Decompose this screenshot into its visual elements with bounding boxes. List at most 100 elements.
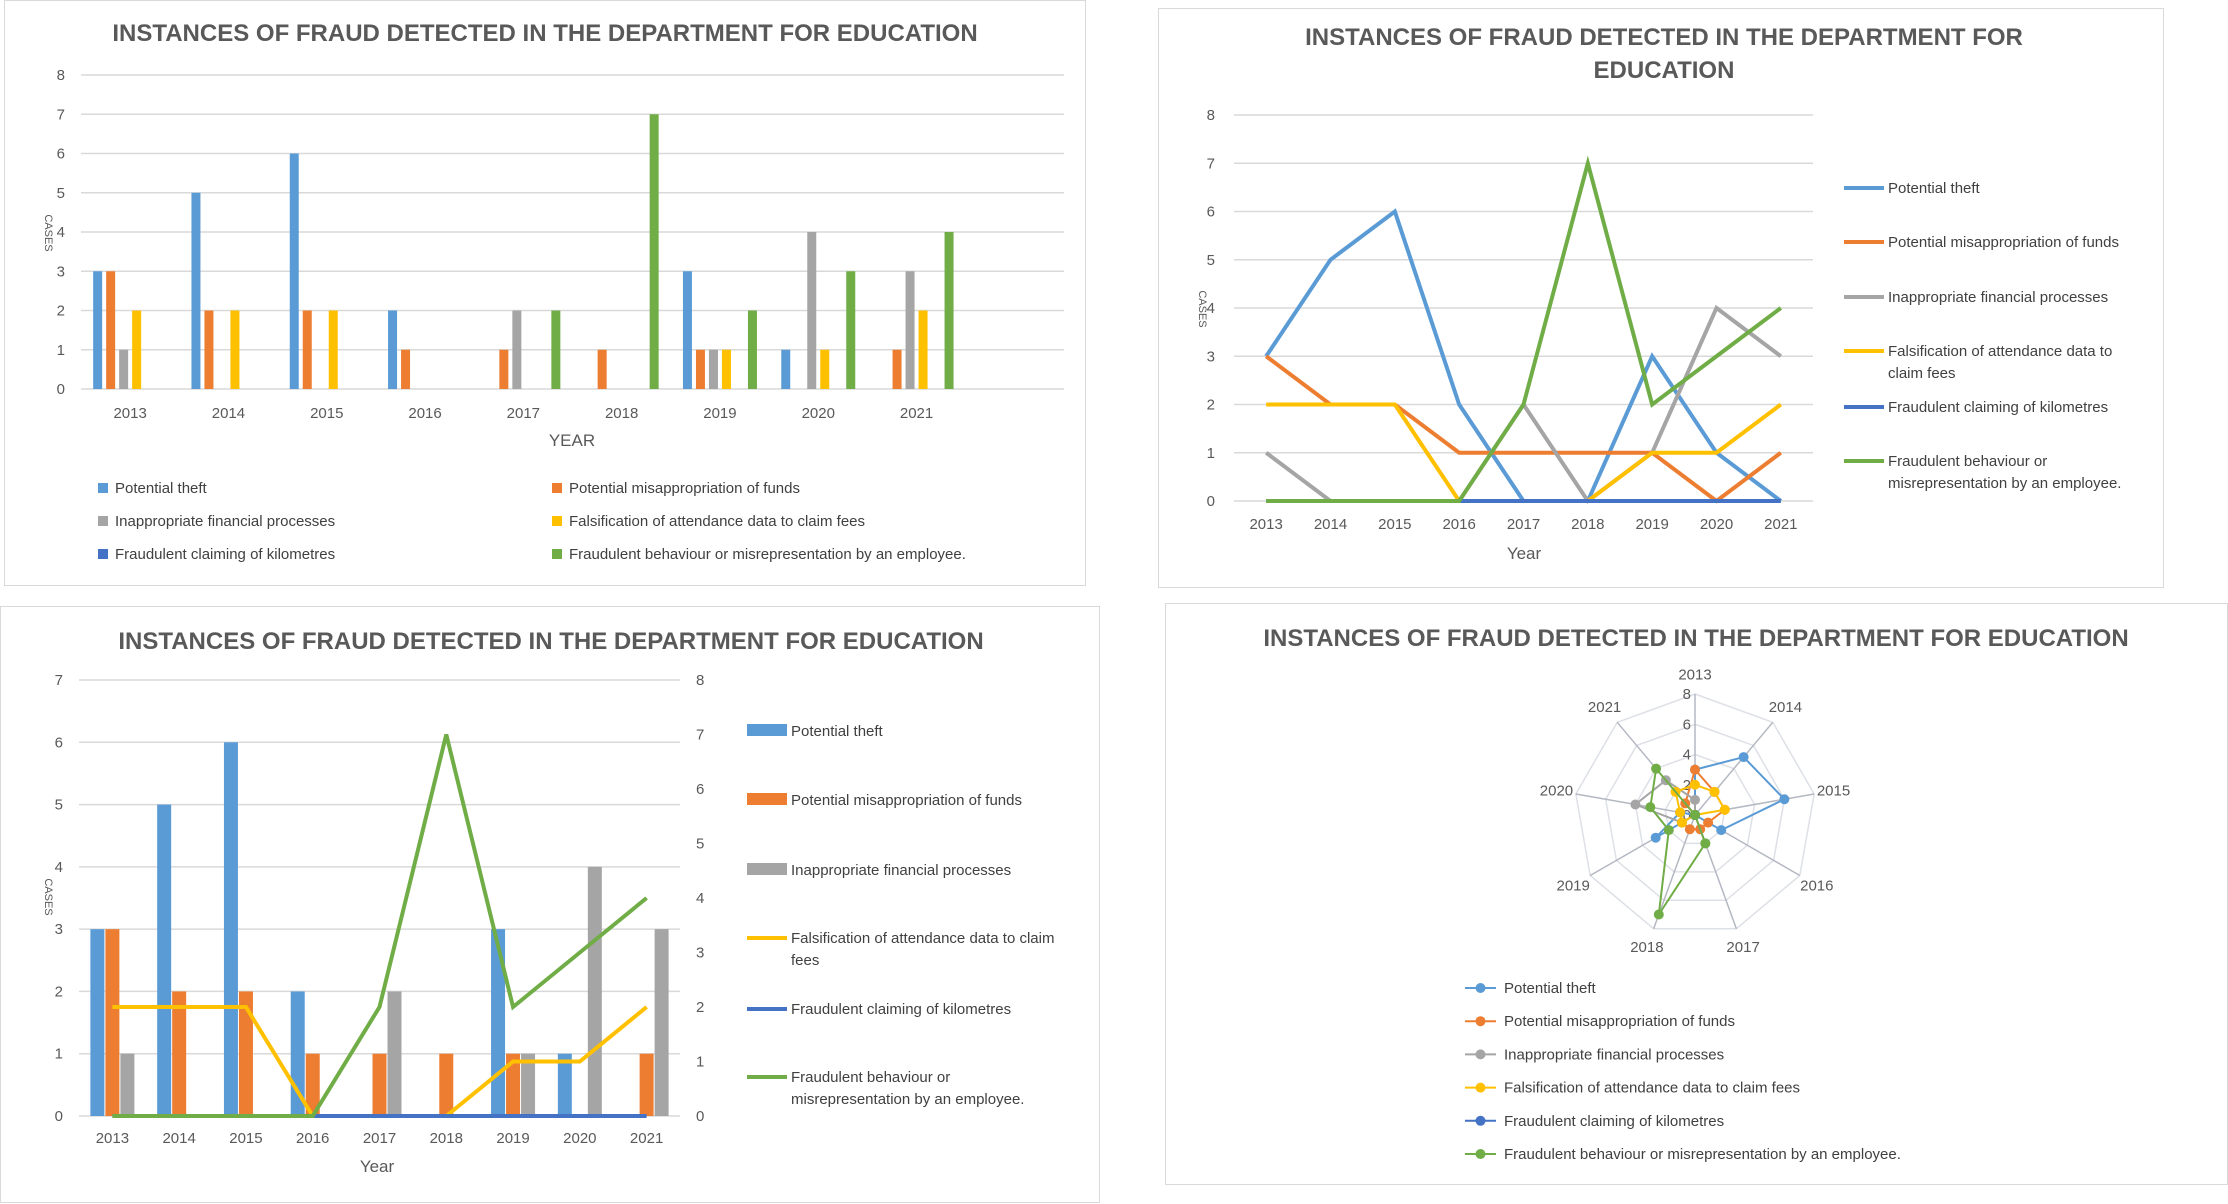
x-tick: 2013 bbox=[96, 1130, 129, 1147]
bar-3 bbox=[721, 349, 731, 389]
bar-1 bbox=[892, 349, 902, 389]
bar-2 bbox=[512, 310, 522, 389]
bar-5 bbox=[649, 114, 659, 389]
bar-0 bbox=[93, 271, 103, 389]
bar-2 bbox=[120, 1053, 135, 1116]
radar-ring bbox=[1604, 723, 1786, 902]
chart-title: INSTANCES OF FRAUD DETECTED IN THE DEPAR… bbox=[1305, 24, 2023, 51]
bar-2 bbox=[521, 1053, 536, 1116]
category-label: 2019 bbox=[1556, 877, 1589, 894]
bar-0 bbox=[90, 929, 105, 1116]
radar-point-5 bbox=[1651, 763, 1662, 774]
radar-point-2 bbox=[1690, 794, 1700, 805]
bar-chart-panel: INSTANCES OF FRAUD DETECTED IN THE DEPAR… bbox=[4, 0, 1086, 586]
r-tick: 6 bbox=[1683, 716, 1691, 733]
radar-point-5 bbox=[1653, 909, 1664, 920]
bar-1 bbox=[372, 1053, 387, 1116]
bar-1 bbox=[106, 271, 116, 389]
y-tick: 0 bbox=[57, 381, 65, 398]
bar-2 bbox=[587, 866, 602, 1116]
y-axis-label: CASES bbox=[1196, 290, 1208, 327]
category-label: 2014 bbox=[1769, 699, 1802, 716]
bar-2 bbox=[387, 991, 402, 1116]
r-tick: 0 bbox=[1683, 807, 1691, 824]
bar-1 bbox=[302, 310, 312, 389]
category-label: 2018 bbox=[1630, 939, 1663, 956]
y-tick: 4 bbox=[55, 859, 63, 876]
series-line-1 bbox=[1264, 354, 1783, 504]
radar-point-5 bbox=[1663, 825, 1674, 836]
radar-point-1 bbox=[1690, 764, 1700, 775]
legend-swatch bbox=[98, 516, 108, 526]
y2-tick: 6 bbox=[696, 781, 704, 798]
legend-swatch bbox=[747, 724, 787, 736]
radar-point-2 bbox=[1630, 799, 1641, 810]
series-line-5 bbox=[112, 734, 648, 1118]
radar-point-5 bbox=[1690, 810, 1700, 820]
legend-label: Inappropriate financial processes bbox=[1504, 1046, 1724, 1063]
x-tick: 2018 bbox=[1571, 516, 1604, 533]
legend-label: Potential theft bbox=[115, 480, 208, 497]
radar-spoke bbox=[1652, 814, 1696, 929]
x-tick: 2021 bbox=[1764, 516, 1797, 533]
y-axis-label: CASES bbox=[42, 214, 54, 251]
radar-spoke bbox=[1694, 721, 1774, 816]
radar-point-1 bbox=[1703, 817, 1714, 828]
radar-chart-panel: INSTANCES OF FRAUD DETECTED IN THE DEPAR… bbox=[1165, 603, 2228, 1185]
x-tick: 2015 bbox=[229, 1130, 262, 1147]
chart-title: INSTANCES OF FRAUD DETECTED IN THE DEPAR… bbox=[1263, 625, 2128, 652]
y-tick: 6 bbox=[57, 146, 65, 163]
line-chart-panel: INSTANCES OF FRAUD DETECTED IN THE DEPAR… bbox=[1158, 8, 2164, 588]
radar-point-3 bbox=[1719, 804, 1730, 815]
legend-marker bbox=[1475, 983, 1486, 993]
bar-0 bbox=[157, 804, 172, 1116]
bar-0 bbox=[781, 349, 791, 389]
x-tick: 2018 bbox=[430, 1130, 463, 1147]
legend-label: Inappropriate financial processes bbox=[1888, 289, 2108, 306]
legend-label: Inappropriate financial processes bbox=[791, 862, 1011, 879]
x-tick: 2015 bbox=[1378, 516, 1411, 533]
chart-title: INSTANCES OF FRAUD DETECTED IN THE DEPAR… bbox=[112, 20, 977, 47]
bar-2 bbox=[119, 349, 129, 389]
x-tick: 2018 bbox=[605, 405, 638, 422]
legend-marker bbox=[1475, 1082, 1486, 1093]
category-label: 2021 bbox=[1588, 699, 1621, 716]
legend-label: Fraudulent claiming of kilometres bbox=[115, 546, 335, 563]
legend-swatch bbox=[98, 483, 108, 493]
bar-0 bbox=[388, 310, 398, 389]
y-tick: 7 bbox=[57, 106, 65, 123]
y-tick: 8 bbox=[57, 67, 65, 84]
bar-1 bbox=[105, 929, 120, 1116]
bar-3 bbox=[918, 310, 928, 389]
y-tick: 7 bbox=[1207, 155, 1215, 172]
category-label: 2015 bbox=[1817, 783, 1850, 800]
x-tick: 2017 bbox=[363, 1130, 396, 1147]
x-tick: 2016 bbox=[1442, 516, 1475, 533]
legend-label: Falsification of attendance data to clai… bbox=[1504, 1080, 1800, 1097]
chart-title: EDUCATION bbox=[1594, 57, 1735, 84]
combo-chart: INSTANCES OF FRAUD DETECTED IN THE DEPAR… bbox=[42, 628, 1054, 1176]
bar-0 bbox=[557, 1053, 572, 1116]
y-tick: 1 bbox=[57, 342, 65, 359]
y2-tick: 7 bbox=[696, 727, 704, 744]
legend-swatch bbox=[747, 793, 787, 805]
legend-label: Potential misappropriation of funds bbox=[1504, 1013, 1735, 1030]
legend-label: Potential theft bbox=[1888, 180, 1981, 197]
legend-label: Fraudulent claiming of kilometres bbox=[791, 1001, 1011, 1018]
bar-5 bbox=[747, 310, 757, 389]
radar-point-5 bbox=[1645, 802, 1656, 813]
legend-label: claim fees bbox=[1888, 365, 1956, 382]
y-tick: 5 bbox=[55, 797, 63, 814]
radar-point-1 bbox=[1684, 824, 1695, 835]
bar-1 bbox=[172, 991, 187, 1116]
radar-point-3 bbox=[1675, 807, 1686, 818]
legend-swatch bbox=[552, 516, 562, 526]
combo-chart-panel: INSTANCES OF FRAUD DETECTED IN THE DEPAR… bbox=[0, 606, 1100, 1203]
y-tick: 3 bbox=[57, 263, 65, 280]
bar-1 bbox=[401, 349, 411, 389]
bar-1 bbox=[639, 1053, 654, 1116]
legend-label: Falsification of attendance data to bbox=[1888, 343, 2112, 360]
bar-3 bbox=[328, 310, 338, 389]
bar-0 bbox=[289, 153, 299, 389]
radar-ring bbox=[1634, 753, 1756, 873]
